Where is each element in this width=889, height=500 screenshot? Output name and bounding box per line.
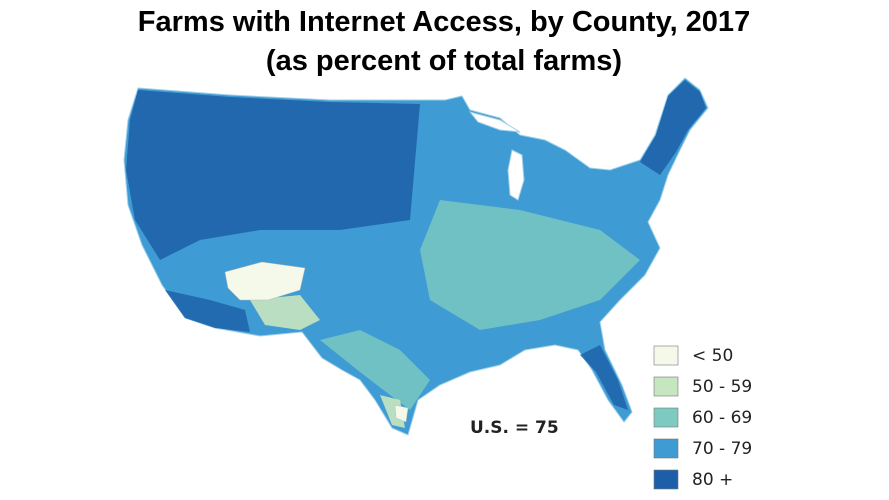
dark-region — [640, 80, 706, 175]
light-region — [250, 295, 320, 330]
legend-label: < 50 — [692, 346, 733, 366]
light-region — [380, 395, 405, 428]
light-region — [420, 200, 640, 330]
light-region — [320, 330, 430, 410]
legend-swatch — [653, 345, 679, 366]
us-average-note: U.S. = 75 — [470, 418, 559, 438]
lightest-region — [394, 404, 409, 423]
legend-label: 50 - 59 — [692, 377, 752, 397]
dark-region — [580, 345, 628, 410]
legend-swatch — [653, 376, 679, 397]
lightest-region — [224, 261, 306, 301]
us-map — [123, 77, 709, 436]
legend-label: 80 + — [692, 470, 733, 490]
dark-region — [165, 290, 250, 332]
title-line: Farms with Internet Access, by County, 2… — [138, 6, 750, 38]
legend-swatch — [653, 469, 679, 490]
subtitle-line: (as percent of total farms) — [266, 45, 622, 77]
lake-michigan — [507, 149, 525, 201]
lake-superior — [468, 111, 521, 133]
legend: < 50 50 - 59 60 - 69 70 - 79 80 + — [653, 345, 752, 490]
legend-label: 60 - 69 — [692, 408, 752, 428]
dark-region — [126, 90, 420, 260]
legend-swatch — [653, 407, 679, 428]
legend-swatch — [653, 438, 679, 459]
legend-label: 70 - 79 — [692, 439, 752, 459]
